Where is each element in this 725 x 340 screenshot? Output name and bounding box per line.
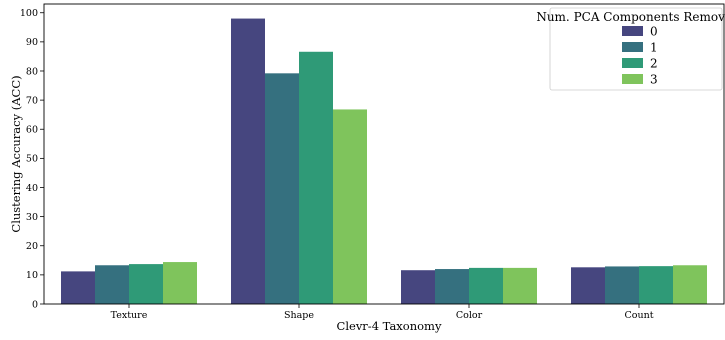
bar-count-series-2 [639, 266, 673, 304]
y-ticks: 0 10 20 30 40 50 60 70 80 90 100 [20, 8, 44, 310]
bars-group [61, 18, 707, 305]
legend-label-0: 0 [650, 25, 658, 39]
bar-shape-series-1 [265, 73, 299, 304]
legend: Num. PCA Components Removed 0 1 2 3 [536, 7, 725, 91]
x-tick-label-count: Count [624, 310, 653, 321]
bar-color-series-3 [503, 267, 537, 304]
legend-title: Num. PCA Components Removed [536, 10, 725, 24]
legend-swatch-0 [622, 26, 643, 36]
y-tick-label: 40 [26, 183, 38, 194]
bar-texture-series-1 [95, 265, 129, 304]
x-tick-label-color: Color [456, 310, 483, 321]
bar-texture-series-2 [129, 264, 163, 304]
legend-items: 0 1 2 3 [622, 25, 658, 87]
x-tick-label-shape: Shape [284, 310, 314, 321]
y-tick-label: 30 [26, 212, 38, 223]
y-tick-label: 0 [32, 299, 38, 310]
y-tick-label: 70 [26, 95, 38, 106]
legend-swatch-2 [622, 58, 643, 68]
bar-texture-series-0 [61, 271, 95, 304]
y-tick-label: 20 [26, 241, 38, 252]
bar-color-series-1 [435, 269, 469, 304]
y-tick-label: 80 [26, 66, 38, 77]
bar-color-series-0 [401, 270, 435, 304]
y-tick-label: 90 [26, 37, 38, 48]
bar-shape-series-2 [299, 51, 333, 304]
x-tick-label-texture: Texture [111, 310, 148, 321]
bar-shape-series-3 [333, 109, 367, 304]
legend-label-3: 3 [650, 73, 658, 87]
x-axis-label: Clevr-4 Taxonomy [337, 319, 442, 333]
bar-count-series-1 [605, 266, 639, 304]
plot-frame [43, 3, 725, 305]
bar-texture-series-3 [163, 262, 197, 304]
bar-count-series-0 [571, 267, 605, 304]
bar-count-series-3 [673, 265, 707, 304]
legend-swatch-1 [622, 42, 643, 52]
legend-swatch-3 [622, 74, 643, 84]
bar-shape-series-0 [231, 18, 265, 305]
y-tick-label: 100 [20, 8, 38, 19]
y-axis-label: Clustering Accuracy (ACC) [9, 75, 23, 232]
axes-group [43, 3, 725, 305]
y-tick-label: 10 [26, 270, 38, 281]
legend-label-1: 1 [650, 41, 658, 55]
x-ticks: Texture Shape Color Count [111, 304, 654, 321]
bar-color-series-2 [469, 267, 503, 304]
y-tick-label: 50 [26, 154, 38, 165]
legend-label-2: 2 [650, 57, 658, 71]
y-tick-label: 60 [26, 125, 38, 136]
